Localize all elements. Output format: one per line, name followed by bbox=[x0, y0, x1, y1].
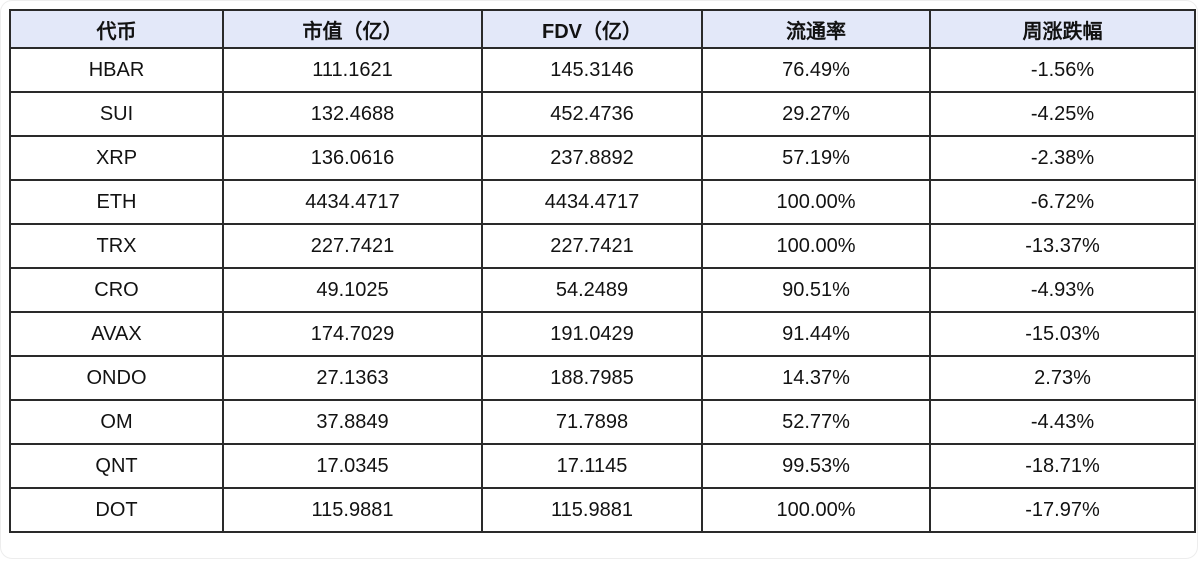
cell-fdv: 71.7898 bbox=[481, 399, 703, 445]
table-row: XRP 136.0616 237.8892 57.19% -2.38% bbox=[9, 135, 1196, 181]
cell-weekly-change: -17.97% bbox=[929, 487, 1196, 533]
cell-fdv: 227.7421 bbox=[481, 223, 703, 269]
col-header-weekly-change: 周涨跌幅 bbox=[929, 9, 1196, 49]
cell-circulation: 90.51% bbox=[701, 267, 931, 313]
cell-circulation: 100.00% bbox=[701, 487, 931, 533]
cell-token: QNT bbox=[9, 443, 224, 489]
cell-token: OM bbox=[9, 399, 224, 445]
cell-market-cap: 227.7421 bbox=[222, 223, 483, 269]
cell-market-cap: 27.1363 bbox=[222, 355, 483, 401]
table-row: ETH 4434.4717 4434.4717 100.00% -6.72% bbox=[9, 179, 1196, 225]
header-row: 代币 市值（亿） FDV（亿） 流通率 周涨跌幅 bbox=[9, 9, 1196, 49]
cell-weekly-change: -13.37% bbox=[929, 223, 1196, 269]
cell-token: SUI bbox=[9, 91, 224, 137]
cell-market-cap: 115.9881 bbox=[222, 487, 483, 533]
cell-weekly-change: -4.25% bbox=[929, 91, 1196, 137]
cell-circulation: 57.19% bbox=[701, 135, 931, 181]
cell-circulation: 76.49% bbox=[701, 47, 931, 93]
cell-market-cap: 37.8849 bbox=[222, 399, 483, 445]
cell-circulation: 14.37% bbox=[701, 355, 931, 401]
cell-fdv: 17.1145 bbox=[481, 443, 703, 489]
col-header-token: 代币 bbox=[9, 9, 224, 49]
cell-token: HBAR bbox=[9, 47, 224, 93]
cell-fdv: 4434.4717 bbox=[481, 179, 703, 225]
col-header-fdv: FDV（亿） bbox=[481, 9, 703, 49]
cell-weekly-change: -1.56% bbox=[929, 47, 1196, 93]
table-row: AVAX 174.7029 191.0429 91.44% -15.03% bbox=[9, 311, 1196, 357]
cell-fdv: 452.4736 bbox=[481, 91, 703, 137]
cell-market-cap: 17.0345 bbox=[222, 443, 483, 489]
table-row: OM 37.8849 71.7898 52.77% -4.43% bbox=[9, 399, 1196, 445]
table-row: QNT 17.0345 17.1145 99.53% -18.71% bbox=[9, 443, 1196, 489]
cell-token: ONDO bbox=[9, 355, 224, 401]
cell-market-cap: 174.7029 bbox=[222, 311, 483, 357]
cell-market-cap: 132.4688 bbox=[222, 91, 483, 137]
cell-circulation: 99.53% bbox=[701, 443, 931, 489]
cell-fdv: 237.8892 bbox=[481, 135, 703, 181]
table-row: DOT 115.9881 115.9881 100.00% -17.97% bbox=[9, 487, 1196, 533]
cell-weekly-change: -4.93% bbox=[929, 267, 1196, 313]
table-row: TRX 227.7421 227.7421 100.00% -13.37% bbox=[9, 223, 1196, 269]
cell-weekly-change: 2.73% bbox=[929, 355, 1196, 401]
table-row: CRO 49.1025 54.2489 90.51% -4.93% bbox=[9, 267, 1196, 313]
cell-weekly-change: -4.43% bbox=[929, 399, 1196, 445]
cell-fdv: 145.3146 bbox=[481, 47, 703, 93]
table-row: SUI 132.4688 452.4736 29.27% -4.25% bbox=[9, 91, 1196, 137]
cell-market-cap: 111.1621 bbox=[222, 47, 483, 93]
cell-circulation: 91.44% bbox=[701, 311, 931, 357]
cell-token: DOT bbox=[9, 487, 224, 533]
col-header-circulation: 流通率 bbox=[701, 9, 931, 49]
cell-token: ETH bbox=[9, 179, 224, 225]
cell-market-cap: 4434.4717 bbox=[222, 179, 483, 225]
cell-market-cap: 136.0616 bbox=[222, 135, 483, 181]
cell-token: XRP bbox=[9, 135, 224, 181]
cell-weekly-change: -18.71% bbox=[929, 443, 1196, 489]
col-header-market-cap: 市值（亿） bbox=[222, 9, 483, 49]
cell-token: TRX bbox=[9, 223, 224, 269]
cell-fdv: 191.0429 bbox=[481, 311, 703, 357]
cell-fdv: 54.2489 bbox=[481, 267, 703, 313]
table-row: HBAR 111.1621 145.3146 76.49% -1.56% bbox=[9, 47, 1196, 93]
cell-fdv: 115.9881 bbox=[481, 487, 703, 533]
cell-weekly-change: -2.38% bbox=[929, 135, 1196, 181]
table-row: ONDO 27.1363 188.7985 14.37% 2.73% bbox=[9, 355, 1196, 401]
cell-token: AVAX bbox=[9, 311, 224, 357]
cell-market-cap: 49.1025 bbox=[222, 267, 483, 313]
cell-circulation: 100.00% bbox=[701, 223, 931, 269]
cell-circulation: 100.00% bbox=[701, 179, 931, 225]
crypto-table: 代币 市值（亿） FDV（亿） 流通率 周涨跌幅 HBAR 111.1621 1… bbox=[9, 9, 1196, 533]
cell-weekly-change: -15.03% bbox=[929, 311, 1196, 357]
cell-circulation: 52.77% bbox=[701, 399, 931, 445]
cell-fdv: 188.7985 bbox=[481, 355, 703, 401]
cell-circulation: 29.27% bbox=[701, 91, 931, 137]
cell-weekly-change: -6.72% bbox=[929, 179, 1196, 225]
cell-token: CRO bbox=[9, 267, 224, 313]
